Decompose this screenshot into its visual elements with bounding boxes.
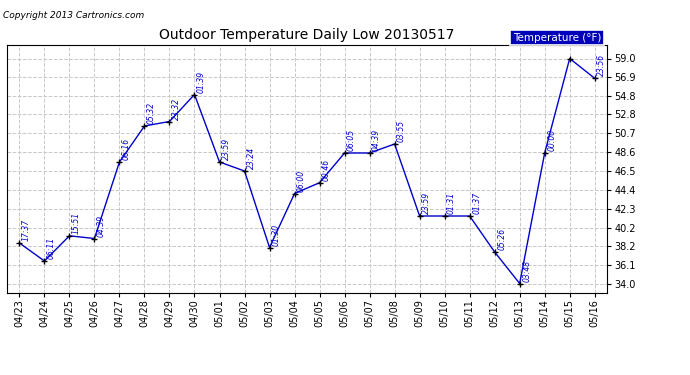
- Text: 01:39: 01:39: [197, 70, 206, 93]
- Text: 05:32: 05:32: [147, 102, 156, 124]
- Text: 04:39: 04:39: [372, 129, 381, 151]
- Text: 06:05: 06:05: [347, 129, 356, 151]
- Text: 06:16: 06:16: [122, 138, 131, 160]
- Text: 03:55: 03:55: [397, 120, 406, 142]
- Text: Copyright 2013 Cartronics.com: Copyright 2013 Cartronics.com: [3, 11, 145, 20]
- Text: 05:26: 05:26: [497, 228, 506, 250]
- Text: 06:00: 06:00: [297, 170, 306, 192]
- Text: Temperature (°F): Temperature (°F): [513, 33, 601, 42]
- Text: 15:51: 15:51: [72, 212, 81, 234]
- Title: Outdoor Temperature Daily Low 20130517: Outdoor Temperature Daily Low 20130517: [159, 28, 455, 42]
- Text: 01:31: 01:31: [447, 192, 456, 214]
- Text: 23:59: 23:59: [222, 138, 231, 160]
- Text: 04:39: 04:39: [97, 214, 106, 237]
- Text: 23:59: 23:59: [422, 192, 431, 214]
- Text: 03:48: 03:48: [522, 260, 531, 282]
- Text: 23:56: 23:56: [598, 54, 607, 76]
- Text: 23:24: 23:24: [247, 147, 256, 169]
- Text: 00:46: 00:46: [322, 159, 331, 181]
- Text: 06:11: 06:11: [47, 237, 56, 259]
- Text: 01:37: 01:37: [472, 192, 481, 214]
- Text: 23:32: 23:32: [172, 98, 181, 120]
- Text: 00:00: 00:00: [547, 129, 556, 151]
- Text: 01:30: 01:30: [272, 224, 281, 246]
- Text: 17:37: 17:37: [22, 219, 31, 241]
